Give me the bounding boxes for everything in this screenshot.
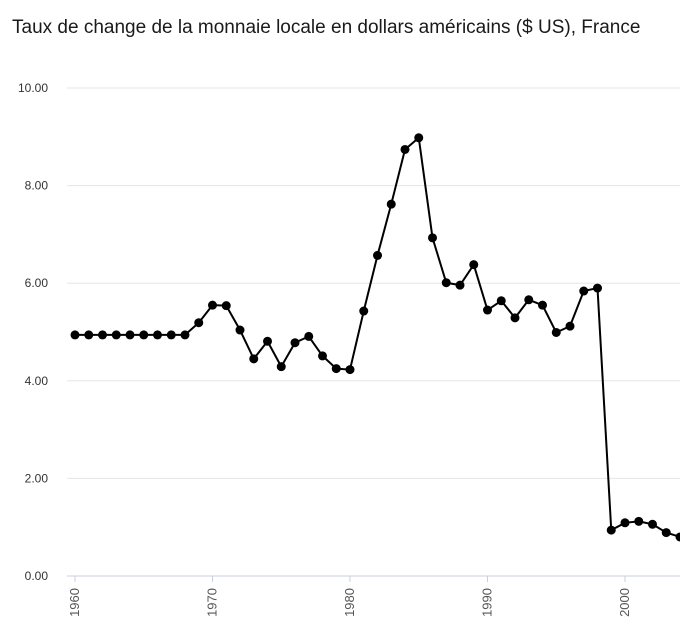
series-line-0 — [75, 136, 680, 538]
data-point-1993[interactable] — [524, 295, 534, 305]
data-point-1998[interactable] — [593, 283, 602, 293]
data-point-1966[interactable] — [153, 330, 162, 340]
data-point-1980[interactable] — [345, 365, 355, 375]
data-point-1965[interactable] — [139, 330, 149, 340]
y-tick-label-5: 10.00 — [18, 81, 48, 95]
data-point-2004[interactable] — [675, 532, 680, 542]
data-point-1989[interactable] — [469, 260, 479, 270]
x-tick-labels: 1960 1970 1980 1990 2000 — [67, 588, 632, 617]
data-point-1984[interactable] — [400, 144, 410, 154]
data-point-2000[interactable] — [620, 518, 630, 528]
y-tick-label-4: 8.00 — [25, 179, 49, 193]
x-tick-label-4: 2000 — [617, 588, 632, 617]
data-point-1967[interactable] — [166, 330, 176, 340]
data-point-1992[interactable] — [510, 313, 520, 323]
data-point-1973[interactable] — [249, 354, 259, 364]
data-point-1975[interactable] — [276, 362, 286, 372]
data-point-1991[interactable] — [496, 296, 506, 306]
data-point-1982[interactable] — [373, 250, 382, 260]
data-point-1976[interactable] — [290, 338, 300, 348]
y-tick-label-1: 2.00 — [25, 471, 49, 485]
data-point-2001[interactable] — [634, 516, 644, 526]
data-point-1963[interactable] — [111, 330, 121, 340]
y-tick-labels: 0.00 2.00 4.00 6.00 8.00 10.00 — [18, 81, 48, 583]
y-tick-label-0: 0.00 — [25, 569, 49, 583]
data-point-1987[interactable] — [441, 278, 451, 288]
data-point-1977[interactable] — [304, 331, 314, 341]
x-tick-label-1: 1970 — [205, 588, 220, 617]
y-tick-label-3: 6.00 — [25, 276, 49, 290]
data-point-1995[interactable] — [551, 327, 561, 337]
data-point-1978[interactable] — [318, 351, 327, 361]
x-tick-label-0: 1960 — [67, 588, 82, 617]
data-point-1961[interactable] — [84, 330, 94, 340]
x-tick-label-2: 1980 — [342, 588, 357, 617]
data-point-1997[interactable] — [579, 286, 589, 296]
x-tick-label-3: 1990 — [480, 588, 495, 617]
data-point-1988[interactable] — [455, 280, 465, 290]
data-point-1972[interactable] — [235, 325, 245, 335]
data-point-2002[interactable] — [648, 519, 657, 529]
gridlines — [67, 87, 680, 479]
data-point-1990[interactable] — [483, 305, 492, 315]
data-point-1960[interactable] — [70, 330, 80, 340]
axes — [67, 575, 680, 582]
data-point-1985[interactable] — [414, 133, 424, 143]
chart-title: Taux de change de la monnaie locale en d… — [12, 17, 641, 38]
series — [70, 133, 680, 542]
data-point-1971[interactable] — [221, 301, 231, 311]
data-point-1979[interactable] — [331, 364, 341, 374]
data-point-1994[interactable] — [538, 300, 547, 310]
data-point-1981[interactable] — [359, 306, 369, 316]
data-point-1986[interactable] — [428, 233, 437, 243]
data-point-1996[interactable] — [565, 321, 575, 331]
data-point-1962[interactable] — [98, 330, 107, 340]
data-point-1968[interactable] — [180, 330, 190, 340]
data-point-1970[interactable] — [208, 300, 217, 310]
data-point-1999[interactable] — [606, 525, 616, 535]
data-point-1964[interactable] — [125, 330, 135, 340]
data-point-1974[interactable] — [263, 336, 272, 346]
data-point-1983[interactable] — [386, 199, 396, 209]
data-point-1969[interactable] — [194, 318, 204, 328]
data-point-2003[interactable] — [661, 528, 671, 538]
y-tick-label-2: 4.00 — [25, 374, 49, 388]
